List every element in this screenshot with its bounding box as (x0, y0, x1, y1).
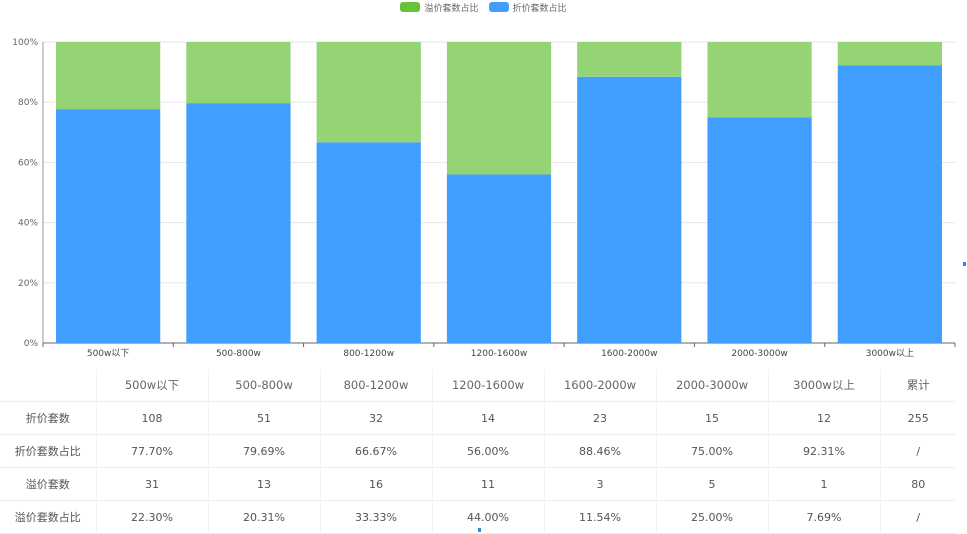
table-cell: 255 (880, 401, 956, 435)
bar-discount (316, 142, 421, 343)
table-cell: 80 (880, 467, 956, 501)
bar-discount (56, 109, 161, 343)
table-cell: 75.00% (656, 434, 769, 468)
table-row: 折价套数占比 77.70% 79.69% 66.67% 56.00% 88.46… (0, 434, 956, 468)
bar-discount (837, 65, 942, 343)
scroll-edge-marker (963, 262, 966, 266)
table-row: 溢价套数占比 22.30% 20.31% 33.33% 44.00% 11.54… (0, 500, 956, 534)
x-tick-label: 500-800w (216, 349, 261, 359)
legend-item-discount-ratio[interactable]: 折价套数占比 (488, 1, 567, 14)
bar-premium (446, 42, 552, 175)
table-cell: / (880, 500, 956, 534)
y-tick-label: 60% (18, 158, 38, 168)
x-tick-label: 500w以下 (87, 349, 130, 359)
y-tick-label: 100% (12, 38, 38, 48)
table-row-label: 折价套数 (0, 401, 97, 435)
table-cell: 14 (432, 401, 545, 435)
table-header-cell: 500w以下 (96, 369, 209, 402)
bar-discount (186, 103, 291, 343)
table-cell: 22.30% (96, 500, 209, 534)
x-tick-label: 1200-1600w (471, 349, 527, 359)
bar-discount (707, 117, 812, 343)
table-cell: 11.54% (544, 500, 657, 534)
bar-premium (56, 42, 161, 110)
table-cell: 88.46% (544, 434, 657, 468)
x-tick-label: 800-1200w (343, 349, 394, 359)
legend-swatch-discount (488, 2, 509, 12)
table-cell: 56.00% (432, 434, 545, 468)
table-cell: 12 (768, 401, 881, 435)
x-tick-label: 2000-3000w (731, 349, 787, 359)
bar-premium (577, 42, 682, 77)
stacked-bar-chart: 0% 20% 40% 60% 80% 100% 500w以下 500-800w 800-1200… (12, 38, 956, 359)
legend-label-discount: 折价套数占比 (512, 3, 567, 14)
y-tick-label: 20% (18, 279, 38, 289)
chart-legend: 溢价套数占比 折价套数占比 (0, 0, 967, 14)
legend-swatch-premium (400, 2, 421, 12)
table-cell: 16 (320, 467, 433, 501)
table-cell: 11 (432, 467, 545, 501)
table-cell: 20.31% (208, 500, 321, 534)
table-row-label: 溢价套数占比 (0, 500, 97, 534)
table-header-cell: 累计 (880, 369, 956, 402)
table-cell: 32 (320, 401, 433, 435)
table-cell: 108 (96, 401, 209, 435)
table-cell: 92.31% (768, 434, 881, 468)
table-cell: 79.69% (208, 434, 321, 468)
x-tick-label: 3000w以上 (866, 348, 914, 359)
summary-table: 500w以下 500-800w 800-1200w 1200-1600w 160… (0, 369, 956, 534)
table-cell: 5 (656, 467, 769, 501)
table-cell: 25.00% (656, 500, 769, 534)
table-row: 折价套数 108 51 32 14 23 15 12 255 (0, 401, 956, 435)
bar-premium (837, 42, 942, 66)
table-row-label: 溢价套数 (0, 467, 97, 501)
table-header-row: 500w以下 500-800w 800-1200w 1200-1600w 160… (0, 369, 956, 402)
table-cell: 1 (768, 467, 881, 501)
table-cell: 13 (208, 467, 321, 501)
table-row-label: 折价套数占比 (0, 434, 97, 468)
table-cell: 51 (208, 401, 321, 435)
y-tick-label: 40% (18, 219, 38, 229)
table-cell: / (880, 434, 956, 468)
table-cell: 15 (656, 401, 769, 435)
table-cell: 23 (544, 401, 657, 435)
table-cell: 33.33% (320, 500, 433, 534)
bar-premium (316, 42, 421, 143)
table-cell: 77.70% (96, 434, 209, 468)
y-tick-label: 80% (18, 98, 38, 108)
table-header-cell: 2000-3000w (656, 369, 769, 402)
table-header-cell: 800-1200w (320, 369, 433, 402)
y-tick-label: 0% (24, 339, 39, 349)
scroll-edge-marker (478, 528, 481, 532)
table-header-cell: 500-800w (208, 369, 321, 402)
table-row: 溢价套数 31 13 16 11 3 5 1 80 (0, 467, 956, 501)
table-header-cell (0, 369, 97, 402)
table-cell: 31 (96, 467, 209, 501)
x-tick-label: 1600-2000w (601, 349, 657, 359)
bar-discount (446, 174, 552, 343)
table-cell: 7.69% (768, 500, 881, 534)
bar-premium (186, 42, 291, 104)
table-cell: 44.00% (432, 500, 545, 534)
bar-discount (577, 76, 682, 343)
bar-premium (707, 42, 812, 118)
table-header-cell: 3000w以上 (768, 369, 881, 402)
table-cell: 3 (544, 467, 657, 501)
table-header-cell: 1200-1600w (432, 369, 545, 402)
legend-item-premium-ratio[interactable]: 溢价套数占比 (400, 1, 479, 14)
table-cell: 66.67% (320, 434, 433, 468)
table-header-cell: 1600-2000w (544, 369, 657, 402)
legend-label-premium: 溢价套数占比 (424, 3, 479, 14)
